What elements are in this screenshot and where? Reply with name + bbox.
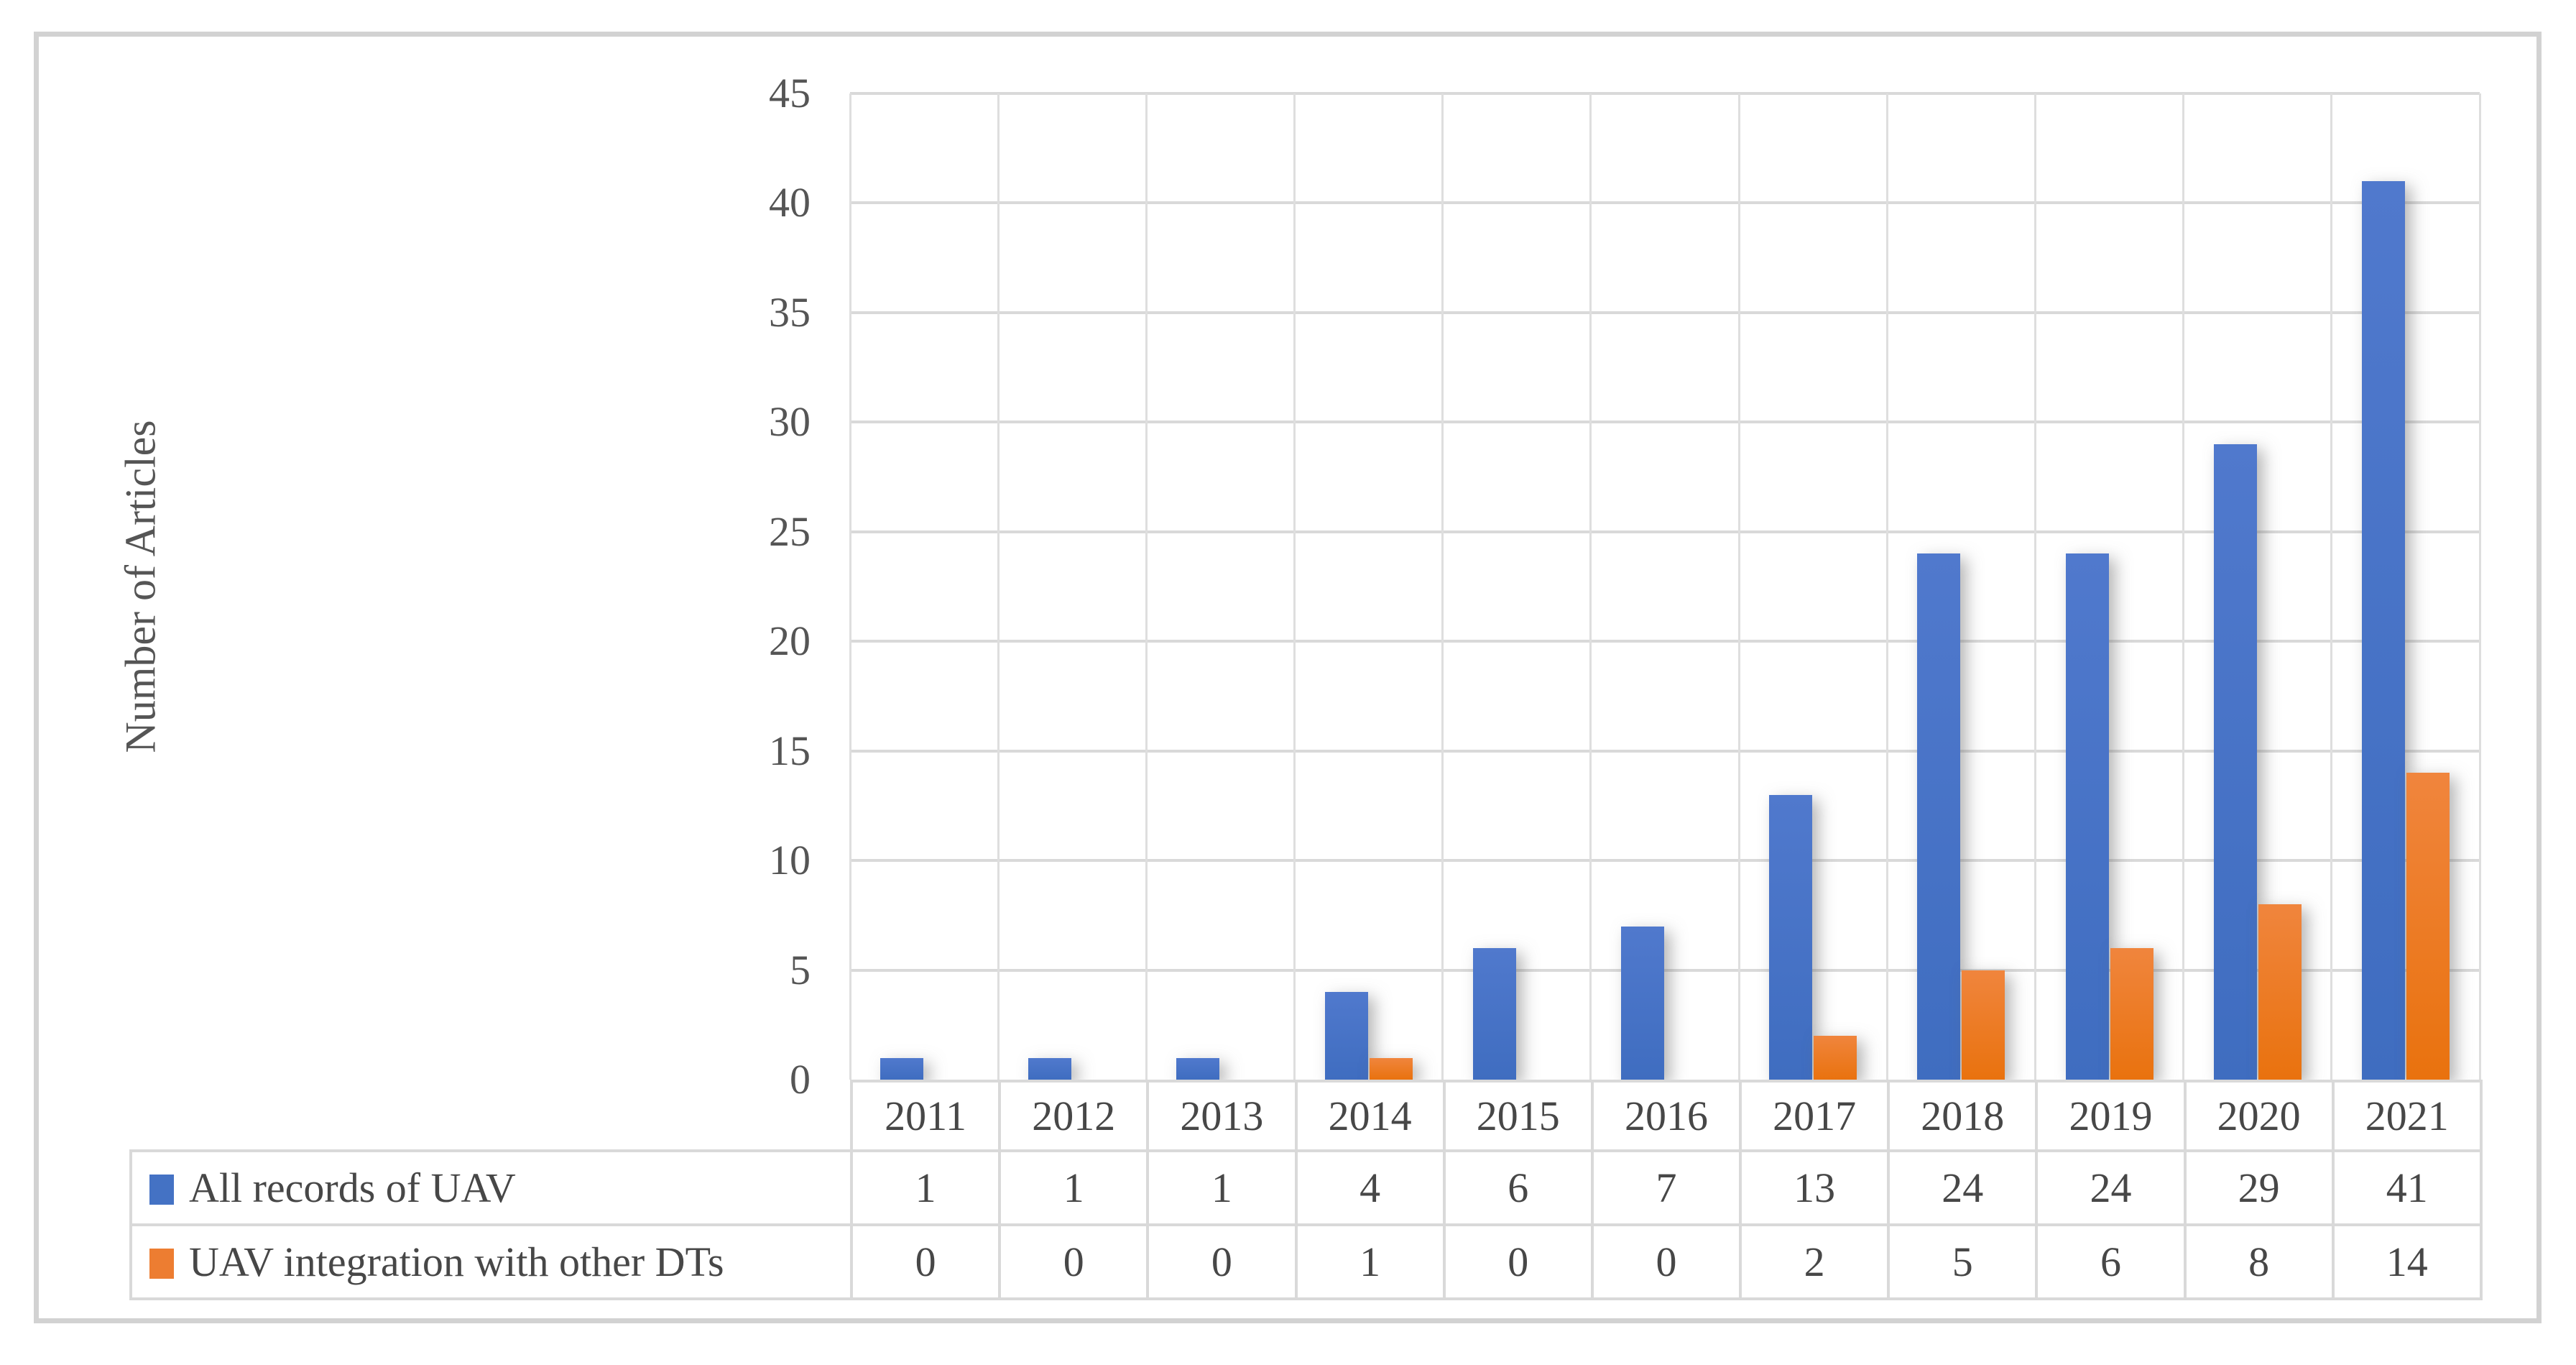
bar-uav-integration-with-other-dts-2018 [1962,970,2005,1080]
gridline-vertical [1441,93,1444,1080]
table-series-row: UAV integration with other DTs 0 0 0 1 0 0 2 5 6 8… [129,1223,2483,1300]
gridline-vertical [1886,93,1888,1080]
gridline-vertical [997,93,1000,1080]
year-header-cell: 2013 [1146,1080,1298,1152]
gridline-horizontal [850,201,2480,204]
bar-all-records-of-uav-2020 [2214,444,2257,1080]
legend-swatch-icon [149,1175,174,1205]
year-header-cell: 2016 [1590,1080,1742,1152]
gridline-vertical [1293,93,1296,1080]
bar-all-records-of-uav-2012 [1028,1058,1071,1080]
gridline-horizontal [850,420,2480,423]
gridline-horizontal [850,530,2480,533]
table-header-row: 2011 2012 2013 2014 2015 2016 2017 2018 2019 2020… [131,1080,2483,1152]
value-cell: 8 [2183,1223,2335,1300]
gridline-vertical [1145,93,1148,1080]
y-axis-tick-label: 25 [769,508,811,555]
gridline-horizontal [850,640,2480,643]
year-header-cell: 2021 [2331,1080,2483,1152]
value-cell: 29 [2183,1149,2335,1226]
year-header-cell: 2020 [2183,1080,2335,1152]
value-cell: 1 [1294,1223,1446,1300]
gridline-vertical [1738,93,1740,1080]
gridline-vertical [2330,93,2332,1080]
value-cell: 13 [1739,1149,1891,1226]
y-axis-tick-label: 5 [790,947,811,993]
bar-all-records-of-uav-2017 [1769,795,1812,1080]
gridline-horizontal [850,92,2480,95]
y-axis-tick-label: 0 [790,1056,811,1103]
value-cell: 0 [1590,1223,1742,1300]
gridline-vertical [2182,93,2184,1080]
value-cell: 6 [2035,1223,2187,1300]
bar-uav-integration-with-other-dts-2019 [2110,948,2153,1080]
bar-uav-integration-with-other-dts-2020 [2258,904,2302,1080]
year-header-cell: 2018 [1887,1080,2039,1152]
table-series-row: All records of UAV 1 1 1 4 6 7 13 24 24 29 41 [129,1149,2483,1226]
bar-uav-integration-with-other-dts-2021 [2406,773,2450,1080]
bar-all-records-of-uav-2016 [1621,927,1664,1080]
year-header-cell: 2017 [1739,1080,1891,1152]
y-axis-tick-label: 20 [769,617,811,664]
y-axis-tick-label: 30 [769,398,811,445]
y-axis-tick-label: 45 [769,70,811,116]
value-cell: 1 [849,1149,1002,1226]
year-header-cell: 2012 [998,1080,1150,1152]
value-cell: 24 [1887,1149,2039,1226]
gridline-horizontal [850,750,2480,753]
value-cell: 2 [1739,1223,1891,1300]
bar-uav-integration-with-other-dts-2017 [1814,1036,1857,1080]
value-cell: 7 [1590,1149,1742,1226]
value-cell: 1 [1146,1149,1298,1226]
bar-uav-integration-with-other-dts-2014 [1370,1058,1413,1080]
year-header-cell: 2014 [1294,1080,1446,1152]
gridline-vertical [849,93,851,1080]
value-cell: 0 [1442,1223,1594,1300]
legend-label: UAV integration with other DTs [189,1238,724,1285]
gridline-vertical [2479,93,2481,1080]
y-axis-tick-label: 15 [769,727,811,774]
value-cell: 6 [1442,1149,1594,1226]
y-axis-tick-label: 10 [769,837,811,883]
gridline-horizontal [850,311,2480,314]
bar-all-records-of-uav-2011 [880,1058,923,1080]
value-cell: 14 [2331,1223,2483,1300]
table-corner-blank [131,1081,851,1151]
bar-all-records-of-uav-2018 [1917,553,1960,1080]
gridline-vertical [1589,93,1592,1080]
legend-cell: All records of UAV [129,1149,853,1226]
y-axis-tick-label: 40 [769,179,811,226]
gridline-vertical [2034,93,2036,1080]
year-header-cell: 2011 [849,1080,1002,1152]
value-cell: 41 [2331,1149,2483,1226]
gridline-horizontal [850,969,2480,972]
value-cell: 0 [849,1223,1002,1300]
bar-all-records-of-uav-2015 [1473,948,1516,1080]
legend-label: All records of UAV [189,1164,516,1211]
bar-all-records-of-uav-2014 [1325,992,1368,1080]
value-cell: 0 [1146,1223,1298,1300]
bar-all-records-of-uav-2021 [2362,181,2405,1080]
value-cell: 0 [998,1223,1150,1300]
gridline-horizontal [850,859,2480,862]
legend-cell: UAV integration with other DTs [129,1223,853,1300]
data-table: 2011 2012 2013 2014 2015 2016 2017 2018 2019 2020… [129,1080,2483,1300]
year-header-cell: 2015 [1442,1080,1594,1152]
value-cell: 1 [998,1149,1150,1226]
value-cell: 24 [2035,1149,2187,1226]
y-axis-title: Number of Articles [116,420,165,753]
y-axis-tick-label: 35 [769,289,811,336]
year-header-cell: 2019 [2035,1080,2187,1152]
bar-all-records-of-uav-2019 [2066,553,2109,1080]
value-cell: 5 [1887,1223,2039,1300]
legend-swatch-icon [149,1249,174,1279]
value-cell: 4 [1294,1149,1446,1226]
bar-all-records-of-uav-2013 [1176,1058,1219,1080]
